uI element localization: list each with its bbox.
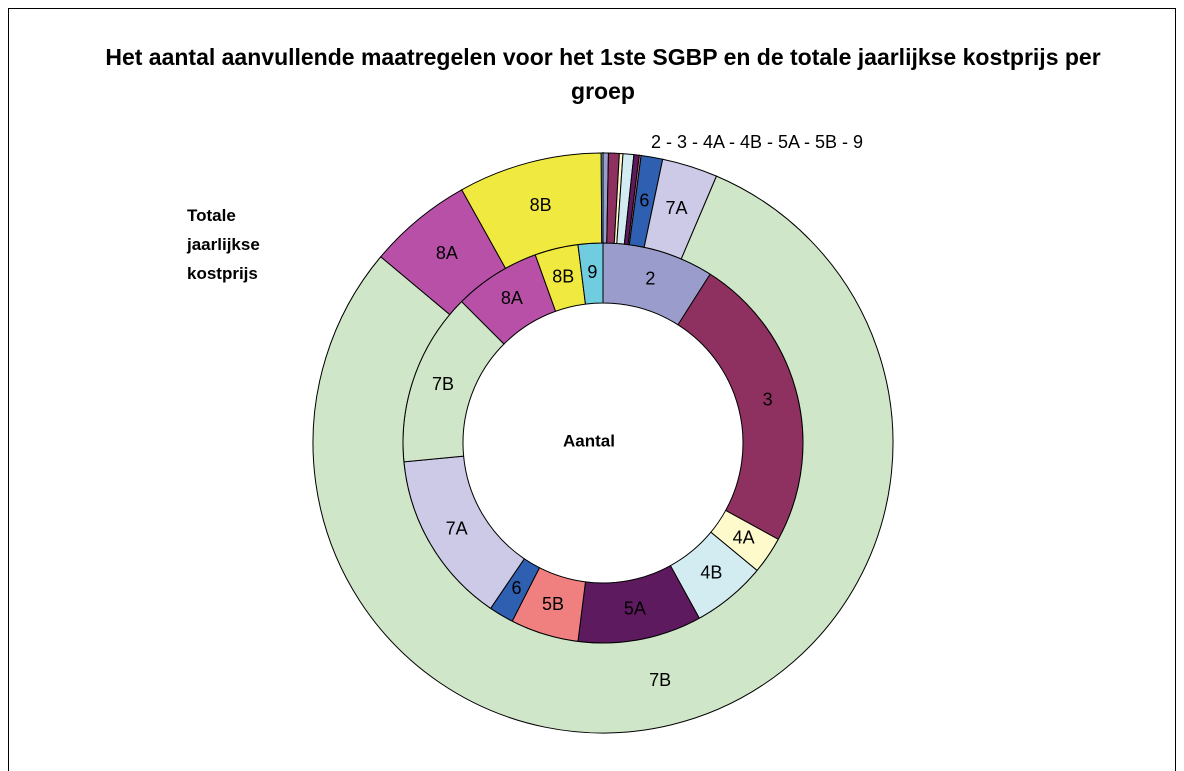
segment-label: 5B <box>542 594 564 614</box>
segment-label: 3 <box>763 389 773 409</box>
segment-label: 7A <box>665 198 687 218</box>
segment-label: 4B <box>700 563 722 583</box>
segment-label: 9 <box>587 262 597 282</box>
segment-label: 7B <box>649 670 671 690</box>
inner-series-name: Aantal <box>563 431 615 450</box>
segment-label: 8B <box>530 195 552 215</box>
donut-segment <box>312 175 894 734</box>
segment-label: 4A <box>733 527 755 547</box>
segment-label: 7A <box>446 518 468 538</box>
chart-frame <box>8 8 1176 771</box>
segment-label: 8B <box>552 266 574 286</box>
segment-label: 8A <box>436 243 458 263</box>
segment-label: 6 <box>511 578 521 598</box>
segment-label: 8A <box>501 288 523 308</box>
outer-series-name: Totale jaarlijkse kostprijs <box>187 206 260 283</box>
annotation: 2 - 3 - 4A - 4B - 5A - 5B - 9 <box>651 132 863 152</box>
segment-label: 5A <box>624 599 646 619</box>
segment-label: 6 <box>639 190 649 210</box>
donut-segment <box>600 152 604 244</box>
segment-label: 2 <box>645 269 655 289</box>
segment-label: 7B <box>432 374 454 394</box>
chart-title: Het aantal aanvullende maatregelen voor … <box>105 44 1101 104</box>
